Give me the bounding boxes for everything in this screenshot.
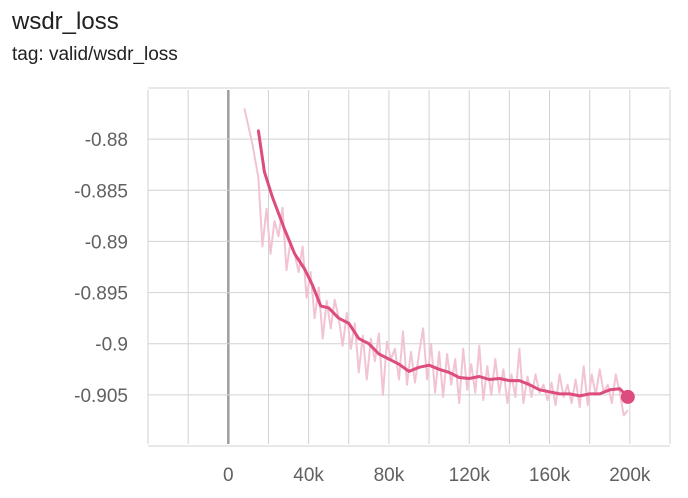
- y-tick-label: -0.905: [74, 386, 128, 407]
- chart-title: wsdr_loss: [12, 8, 119, 35]
- y-axis-tick-labels: -0.88 -0.885 -0.89 -0.895 -0.9 -0.905: [74, 130, 128, 407]
- x-tick-label: 40k: [293, 465, 324, 486]
- x-tick-label: 80k: [374, 465, 405, 486]
- y-tick-label: -0.88: [85, 130, 128, 151]
- chart-tag-subtitle: tag: valid/wsdr_loss: [12, 44, 178, 65]
- y-tick-label: -0.9: [95, 335, 128, 356]
- y-tick-label: -0.895: [74, 284, 128, 305]
- y-tick-label: -0.885: [74, 181, 128, 202]
- x-tick-label: 200k: [609, 465, 651, 486]
- grid: [147, 87, 671, 447]
- x-axis-tick-labels: 0 40k 80k 120k 160k 200k: [223, 465, 651, 486]
- last-value-marker[interactable]: [620, 389, 635, 404]
- x-tick-label: 0: [223, 465, 234, 486]
- y-tick-label: -0.89: [85, 232, 128, 253]
- x-tick-label: 160k: [529, 465, 571, 486]
- smoothed-series: [256, 129, 635, 404]
- smoothed-series-line: [256, 129, 630, 399]
- x-tick-label: 120k: [449, 465, 491, 486]
